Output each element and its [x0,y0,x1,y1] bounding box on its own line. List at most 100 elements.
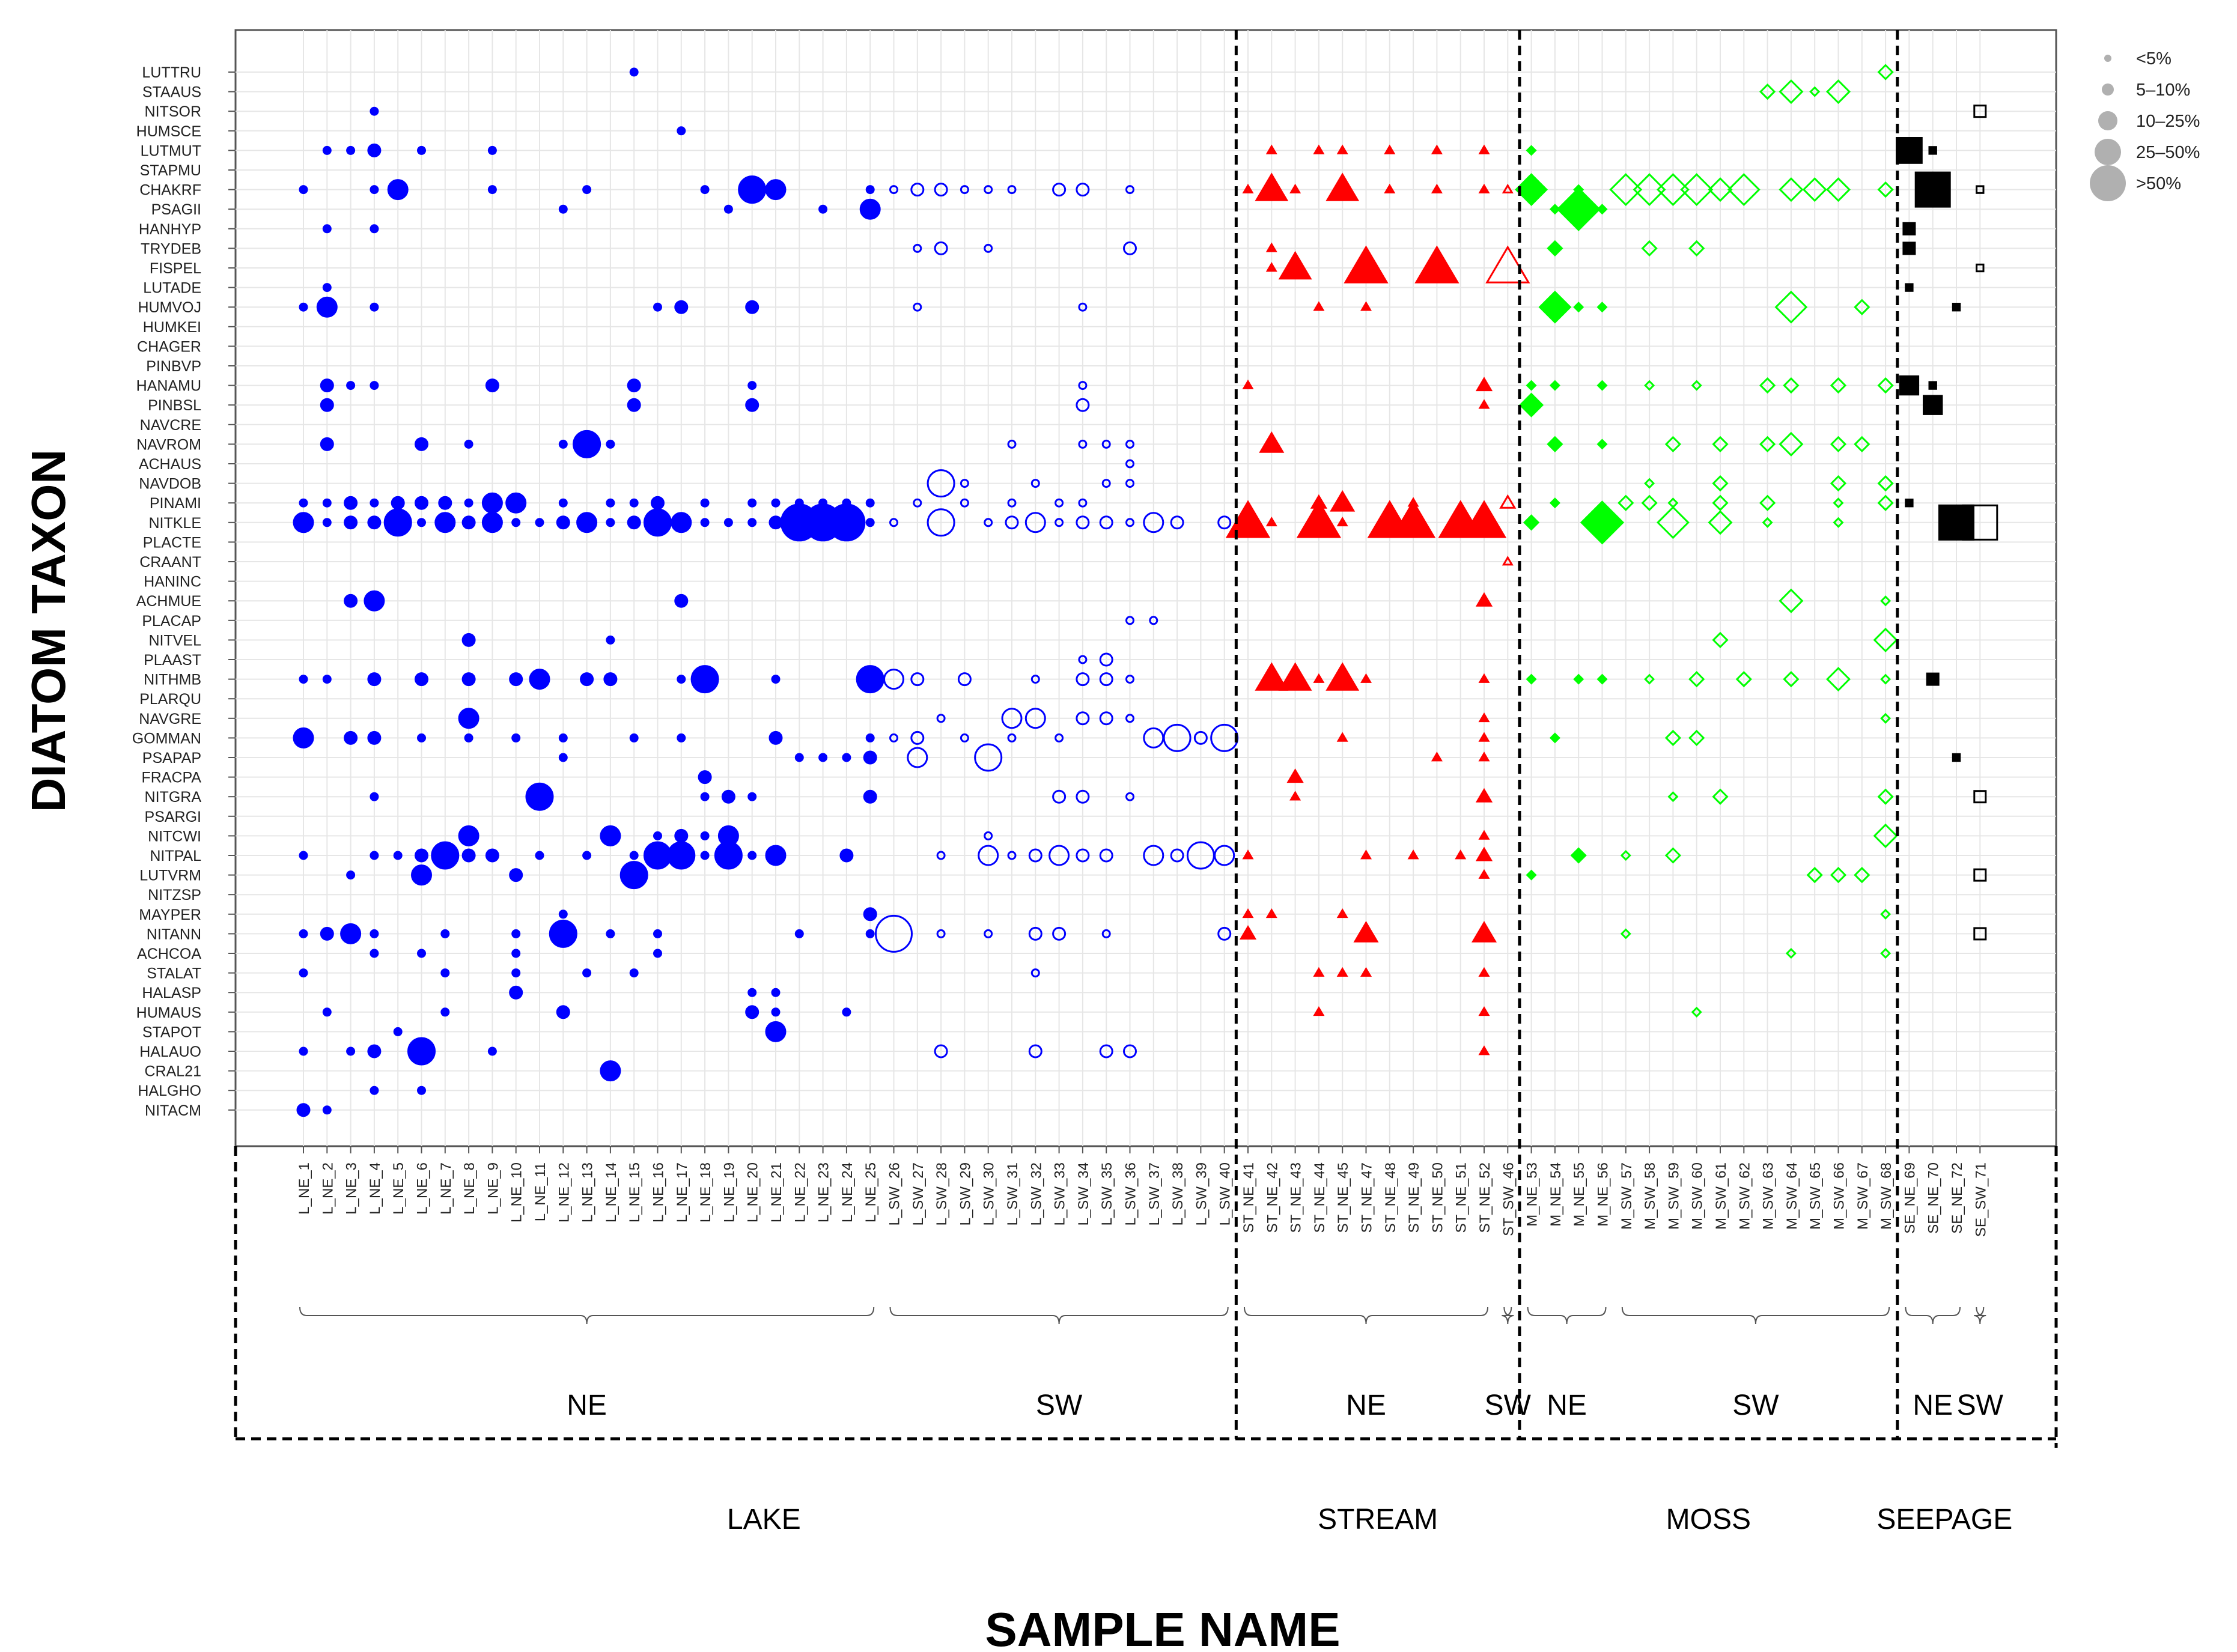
data-point [1573,302,1584,313]
data-point [458,708,479,729]
region-label: NE [567,1389,607,1421]
data-points [293,64,1998,1117]
x-tick-label: M_SW_65 [1807,1162,1824,1230]
data-point [1125,675,1134,684]
data-point [927,508,955,537]
data-point [322,498,332,508]
data-point [1313,144,1325,154]
y-tick-label: PSAPAP [142,750,201,767]
data-point [1055,733,1064,742]
data-point [1478,967,1490,977]
y-tick-label: PSAGII [151,201,201,218]
data-point [1962,504,1998,541]
data-point [1099,672,1113,687]
y-tick-label: HUMSCE [136,123,201,140]
data-point [644,508,672,537]
data-point [340,923,362,944]
x-tick-label: M_SW_63 [1761,1162,1777,1230]
x-tick-label: M_SW_58 [1642,1162,1658,1230]
y-tick-label: CRAL21 [145,1063,202,1080]
data-point [487,1046,497,1056]
data-point [509,672,523,687]
data-point [367,672,382,687]
x-tick-label: L_SW_28 [934,1162,950,1225]
data-point [1313,1006,1325,1016]
data-point [316,296,338,318]
data-point [1255,172,1289,201]
x-tick-label: L_SW_31 [1005,1162,1021,1225]
data-point [1779,177,1804,202]
data-point [1217,926,1232,941]
data-point [1214,845,1235,866]
data-point [1265,516,1277,527]
data-point [370,106,379,116]
data-point [1028,1044,1042,1058]
data-point [1656,506,1690,539]
data-point [1526,673,1537,685]
data-point [320,378,334,393]
y-tick-label: STAPOT [142,1024,201,1040]
data-point [1007,185,1017,195]
data-point [1538,290,1572,324]
x-tick-label: M_SW_62 [1736,1162,1753,1230]
data-point [1854,299,1870,315]
data-point [1873,627,1898,652]
data-point [1259,431,1285,453]
data-point [1880,908,1892,920]
data-point [747,518,757,527]
data-point [651,496,665,510]
y-tick-label: PLAAST [144,652,201,669]
data-point [1099,1044,1113,1058]
data-point [511,733,521,742]
data-point [487,185,497,195]
x-tick-label: L_NE_23 [816,1162,832,1222]
y-axis-title: DIATOM TAXON [22,449,75,812]
data-point [984,929,993,938]
x-tick-label: M_SW_61 [1713,1162,1729,1230]
data-point [1030,479,1040,488]
data-point [1336,516,1348,527]
data-point [346,145,356,155]
data-point [1759,494,1776,511]
data-point [1877,475,1894,492]
data-point [1125,714,1134,723]
region-label: SW [1036,1389,1083,1421]
x-tick-label: L_SW_37 [1146,1162,1163,1225]
y-tick-label: NITZSP [148,887,201,903]
data-point [1478,752,1490,762]
data-point [700,831,710,840]
data-point [346,870,356,880]
data-point [1052,926,1067,941]
legend-label: 10–25% [2136,112,2200,131]
data-point [1712,436,1729,453]
data-point [1390,500,1436,538]
x-tick-label: L_SW_36 [1123,1162,1139,1225]
data-point [461,672,476,687]
data-point [387,179,409,201]
data-point [1265,144,1277,154]
data-point [865,498,875,508]
data-point [771,498,781,508]
data-point [1873,823,1898,848]
data-point [1825,667,1851,692]
data-point [747,988,757,997]
data-point [1526,380,1537,391]
data-point [745,300,759,314]
data-point [700,851,710,860]
data-point [771,988,781,997]
data-point [1620,849,1631,861]
data-point [1478,1045,1490,1055]
data-point [794,753,804,762]
data-point [1515,173,1548,207]
legend-swatch [2095,139,2121,165]
data-point [415,848,428,863]
data-point [1078,439,1088,449]
group-bracket [889,1307,1229,1325]
data-point [1928,146,1937,155]
x-tick-label: M_SW_64 [1784,1162,1800,1230]
data-point [674,828,689,843]
data-point [1877,181,1894,198]
data-point [629,968,639,978]
data-point [984,185,993,195]
data-point [1170,515,1184,530]
